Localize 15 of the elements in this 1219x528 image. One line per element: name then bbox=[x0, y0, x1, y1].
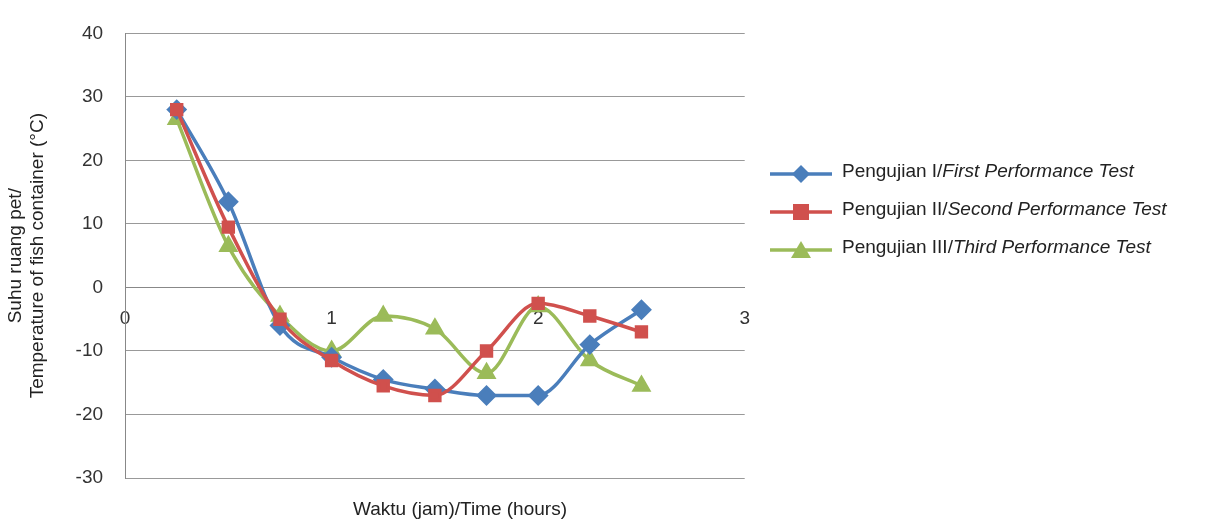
x-tick-label: 1 bbox=[326, 307, 337, 329]
legend-label: Pengujian II/Second Performance Test bbox=[842, 198, 1167, 220]
y-tick-label: -20 bbox=[75, 402, 104, 424]
y-tick-label: -10 bbox=[75, 339, 104, 361]
y-tick-label: 40 bbox=[81, 21, 104, 43]
x-axis-title: Waktu (jam)/Time (hours) bbox=[352, 498, 568, 520]
y-tick-label: 10 bbox=[81, 212, 104, 234]
y-tick-label: 0 bbox=[92, 275, 104, 297]
y-axis-title: Suhu ruang pet/Temperature of fish container (°C) bbox=[3, 113, 48, 399]
y-tick-label: 20 bbox=[81, 148, 104, 170]
y-tick-label: -30 bbox=[75, 466, 104, 488]
legend-label: Pengujian III/Third Performance Test bbox=[842, 236, 1151, 258]
y-tick-label: 30 bbox=[81, 85, 104, 107]
x-tick-label: 3 bbox=[739, 307, 751, 329]
legend-label: Pengujian I/First Performance Test bbox=[842, 160, 1134, 182]
